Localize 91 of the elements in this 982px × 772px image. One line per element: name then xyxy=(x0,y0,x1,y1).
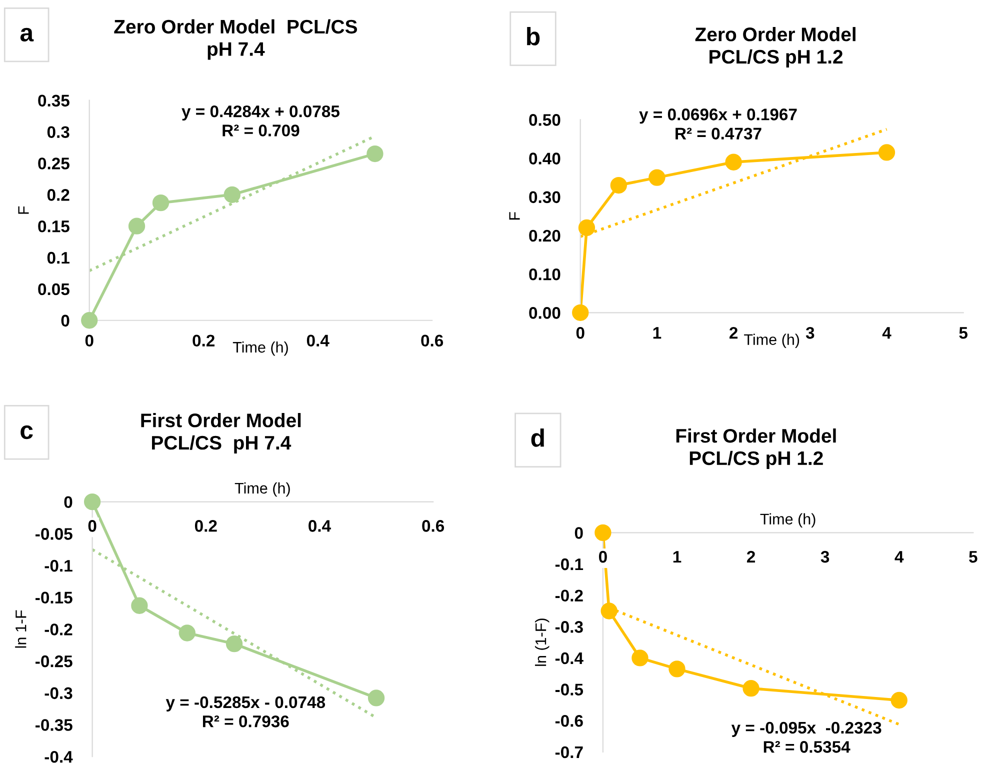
x-tick-label: 4 xyxy=(894,551,904,563)
y-tick-label: 0 xyxy=(64,496,72,508)
x-tick-label: 4 xyxy=(882,327,892,339)
text: b xyxy=(527,27,540,46)
y-axis-title: ln (1-F) xyxy=(534,618,550,666)
x-tick-label: 0 xyxy=(88,520,96,532)
x-tick-label: 2 xyxy=(746,550,755,563)
point xyxy=(610,176,627,194)
text: c xyxy=(20,425,33,440)
y-tick-label: -0.35 xyxy=(36,719,72,731)
y-tick-label: 0.50 xyxy=(529,114,560,126)
x-tick-label: 1 xyxy=(653,327,662,339)
y-tick-label: -0.1 xyxy=(44,560,72,572)
point xyxy=(366,145,384,162)
y-tick-label: -0.25 xyxy=(36,655,72,668)
point xyxy=(81,312,98,329)
y-tick-label: 0.30 xyxy=(529,191,560,204)
point xyxy=(226,635,243,652)
x-axis-title: Time (h) xyxy=(744,334,800,348)
y-tick-label: 0.05 xyxy=(38,283,70,296)
y-tick-label: 0.35 xyxy=(38,94,70,107)
point xyxy=(632,650,648,666)
point xyxy=(668,660,686,678)
chart-title: First Order Model PCL/CS pH 7.4 xyxy=(141,413,301,454)
point xyxy=(600,602,618,620)
annotation: y = -0.095x -0.2323 R² = 0.5354 xyxy=(731,722,882,753)
y-tick-label: -0.3 xyxy=(555,621,583,633)
y-tick-label: 0.15 xyxy=(38,220,70,232)
x-tick-label: 0.2 xyxy=(194,520,217,532)
point xyxy=(224,186,240,203)
y-tick-label: 0.2 xyxy=(47,189,70,201)
y-tick-label: -0.3 xyxy=(44,687,72,700)
text: d xyxy=(531,428,544,447)
point xyxy=(572,304,589,321)
annotation: y = 0.4284x + 0.0785 R² = 0.709 xyxy=(182,105,340,136)
x-axis-title: Time (h) xyxy=(760,513,816,528)
y-tick-label: 0.20 xyxy=(529,230,560,242)
point xyxy=(878,144,896,161)
point xyxy=(152,194,170,212)
y-tick-label: -0.5 xyxy=(555,684,584,696)
y-tick-label: -0.1 xyxy=(555,558,584,570)
point xyxy=(725,154,742,170)
point xyxy=(84,493,101,510)
chart-title: First Order Model PCL/CS pH 1.2 xyxy=(676,428,836,469)
x-tick-label: 2 xyxy=(730,326,738,339)
point xyxy=(178,624,196,642)
chart-title: Zero Order Model PCL/CS pH 1.2 xyxy=(695,27,856,68)
y-tick-label: -0.7 xyxy=(555,746,583,758)
x-tick-label: 5 xyxy=(959,327,968,339)
text: a xyxy=(20,28,34,42)
point xyxy=(648,169,666,186)
x-tick-label: 3 xyxy=(820,550,830,563)
x-tick-label: 5 xyxy=(969,551,978,563)
y-tick-label: 0.3 xyxy=(47,126,70,138)
x-axis-title: Time (h) xyxy=(232,341,288,356)
y-tick-label: -0.4 xyxy=(555,652,584,664)
point xyxy=(742,680,760,697)
point xyxy=(578,219,596,236)
y-tick-label: -0.2 xyxy=(44,624,72,636)
y-tick-label: 0.25 xyxy=(38,158,70,170)
point xyxy=(594,524,612,542)
point xyxy=(128,218,146,234)
x-tick-label: 3 xyxy=(806,326,814,339)
x-tick-label: 0.4 xyxy=(306,334,330,347)
y-axis-title: F xyxy=(18,206,29,214)
point xyxy=(131,597,148,614)
y-axis-title: ln 1-F xyxy=(15,610,26,648)
y-tick-label: -0.15 xyxy=(36,592,72,604)
y-tick-label: -0.6 xyxy=(555,715,583,727)
point xyxy=(890,692,908,709)
y-tick-label: -0.4 xyxy=(44,750,73,763)
y-tick-label: -0.05 xyxy=(36,528,72,540)
x-tick-label: 0 xyxy=(598,550,607,563)
y-tick-label: -0.2 xyxy=(555,590,583,602)
annotation: y = -0.5285x - 0.0748 R² = 0.7936 xyxy=(166,696,326,728)
annotation: y = 0.0696x + 0.1967 R² = 0.4737 xyxy=(639,108,797,140)
y-tick-label: 0.40 xyxy=(529,152,560,164)
y-tick-label: 0.10 xyxy=(529,268,560,280)
x-tick-label: 0 xyxy=(85,334,94,347)
x-axis-title: Time (h) xyxy=(234,482,290,497)
point xyxy=(368,690,385,706)
x-tick-label: 0.6 xyxy=(421,334,444,347)
y-tick-label: 0.1 xyxy=(47,252,70,264)
x-tick-label: 0.2 xyxy=(192,334,215,347)
y-tick-label: 0 xyxy=(61,314,70,327)
x-tick-label: 1 xyxy=(673,551,682,563)
x-tick-label: 0.6 xyxy=(422,520,444,532)
y-tick-label: 0.00 xyxy=(529,307,560,319)
chart-title: Zero Order Model PCL/CS pH 7.4 xyxy=(114,19,358,60)
y-axis-title: F xyxy=(509,212,520,220)
x-tick-label: 0.4 xyxy=(308,520,331,532)
